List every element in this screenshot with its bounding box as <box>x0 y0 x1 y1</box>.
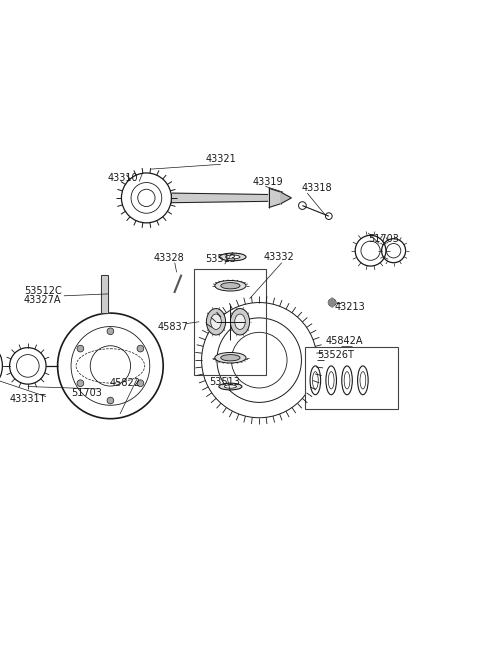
Text: 45822: 45822 <box>109 378 140 388</box>
Text: 43328: 43328 <box>154 253 184 263</box>
Ellipse shape <box>230 309 250 335</box>
Polygon shape <box>101 274 108 313</box>
Circle shape <box>77 345 84 352</box>
Ellipse shape <box>220 253 246 261</box>
Bar <box>194 269 266 375</box>
Text: 45842A: 45842A <box>326 336 363 346</box>
Circle shape <box>137 380 144 386</box>
Ellipse shape <box>235 314 245 329</box>
Text: 53512C: 53512C <box>24 286 61 297</box>
Polygon shape <box>328 298 336 307</box>
Ellipse shape <box>206 309 226 335</box>
Ellipse shape <box>211 314 221 329</box>
Text: 43321: 43321 <box>205 153 236 164</box>
Polygon shape <box>171 193 271 202</box>
Ellipse shape <box>221 282 240 289</box>
Text: 43327A: 43327A <box>24 295 61 305</box>
Text: 43331T: 43331T <box>10 394 46 405</box>
Text: 43332: 43332 <box>264 252 295 262</box>
Polygon shape <box>269 188 281 208</box>
Circle shape <box>77 380 84 386</box>
Text: 53513: 53513 <box>209 377 240 387</box>
Circle shape <box>107 397 114 404</box>
Text: 51703: 51703 <box>369 234 399 244</box>
Text: 53526T: 53526T <box>317 350 354 360</box>
Text: 45837: 45837 <box>157 322 188 333</box>
Text: 43318: 43318 <box>301 183 332 193</box>
Ellipse shape <box>215 280 246 291</box>
Ellipse shape <box>226 255 240 259</box>
Ellipse shape <box>219 383 242 390</box>
Text: 43213: 43213 <box>334 303 365 312</box>
Polygon shape <box>281 192 291 204</box>
Circle shape <box>107 328 114 335</box>
Ellipse shape <box>215 352 246 363</box>
Bar <box>305 346 398 409</box>
Ellipse shape <box>221 354 240 361</box>
Text: 43319: 43319 <box>252 177 283 187</box>
Ellipse shape <box>225 385 236 388</box>
Circle shape <box>137 345 144 352</box>
Text: 51703: 51703 <box>71 388 102 398</box>
Text: 53513: 53513 <box>205 254 236 265</box>
Text: 43310: 43310 <box>107 173 138 183</box>
